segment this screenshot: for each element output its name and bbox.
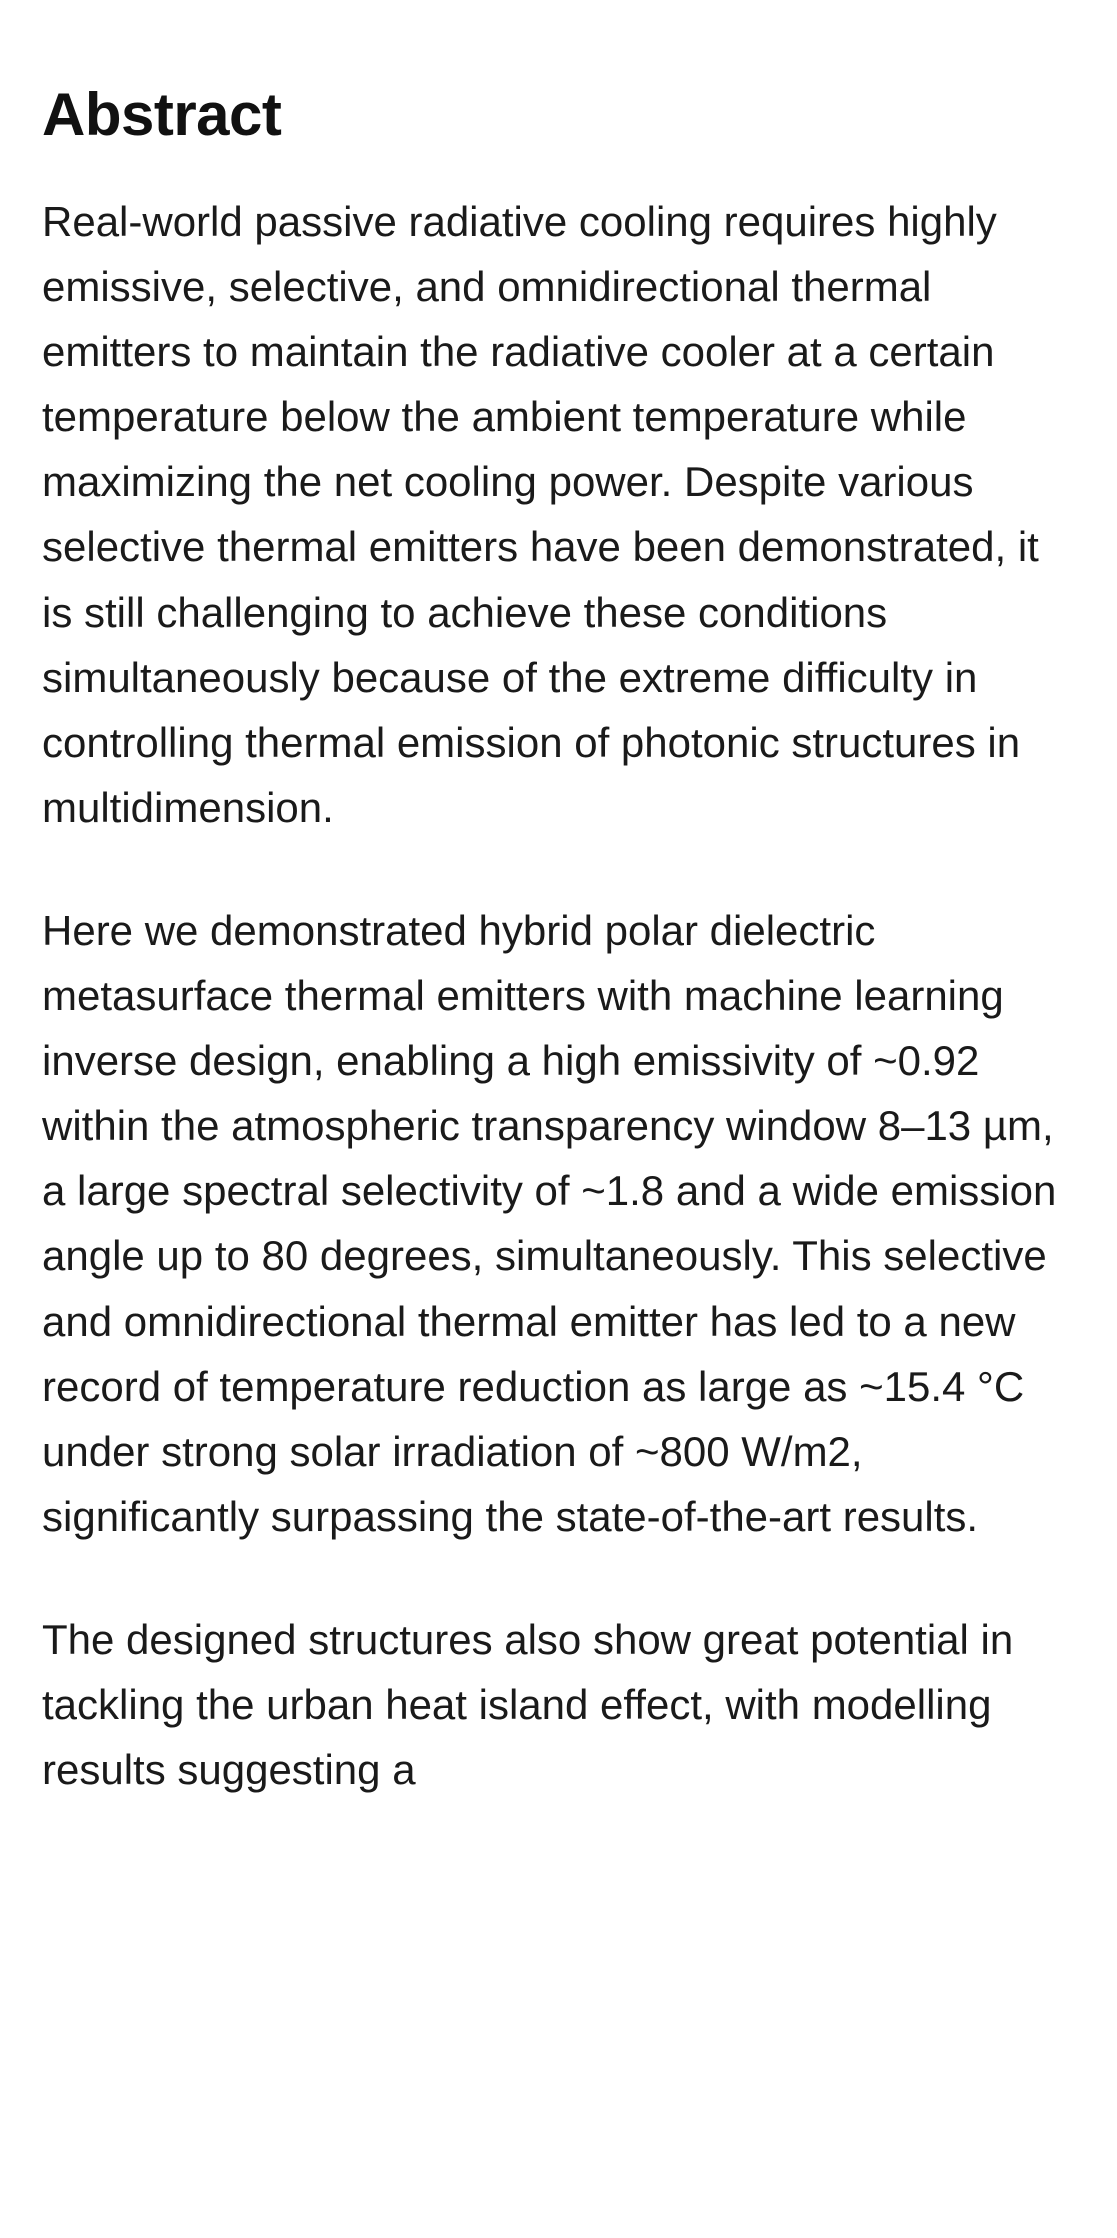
- abstract-paragraph-2: Here we demonstrated hybrid polar dielec…: [42, 898, 1075, 1549]
- abstract-paragraph-3: The designed structures also show great …: [42, 1607, 1075, 1802]
- abstract-page: Abstract Real-world passive radiative co…: [0, 0, 1117, 1802]
- abstract-heading: Abstract: [42, 80, 1075, 149]
- abstract-paragraph-1: Real-world passive radiative cooling req…: [42, 189, 1075, 840]
